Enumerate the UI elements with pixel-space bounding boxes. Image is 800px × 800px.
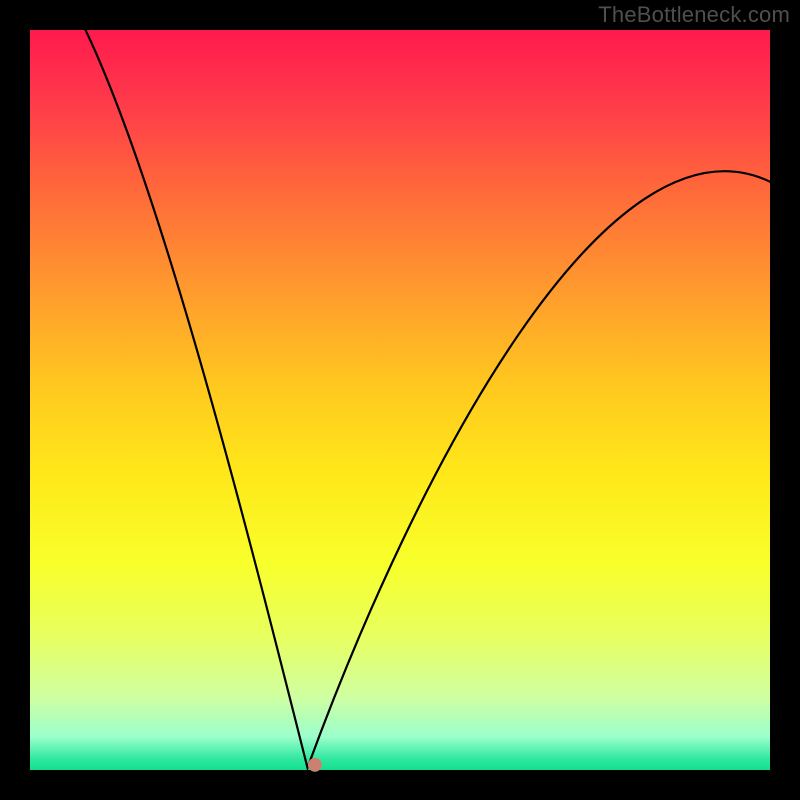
plot-background	[30, 30, 770, 770]
watermark-text: TheBottleneck.com	[598, 2, 790, 28]
optimum-marker	[308, 758, 322, 772]
bottleneck-chart	[0, 0, 800, 800]
